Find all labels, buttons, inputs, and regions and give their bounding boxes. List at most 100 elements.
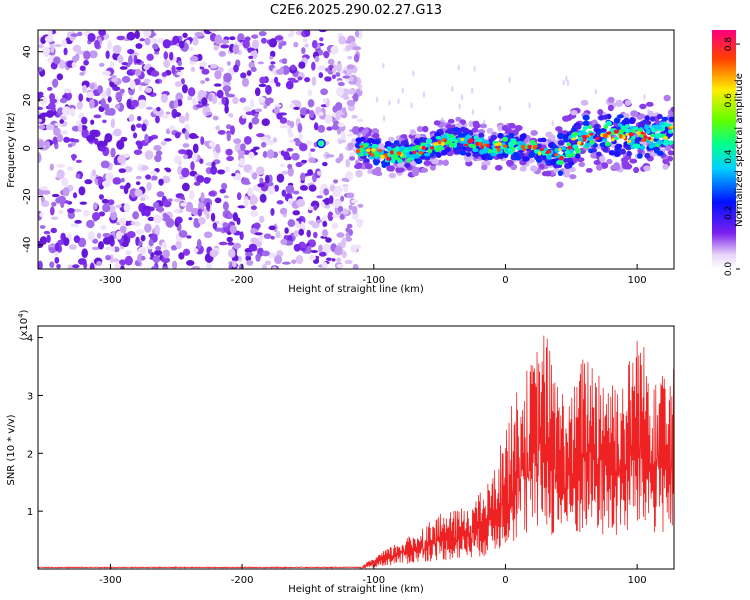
- noise-blob: [336, 263, 344, 269]
- noise-blob: [324, 76, 332, 82]
- noise-blob: [90, 119, 95, 125]
- noise-blob: [316, 170, 322, 176]
- signal-blob: [497, 124, 504, 132]
- noise-blob: [113, 246, 120, 253]
- signal-blob: [611, 137, 615, 142]
- signal-blob: [580, 130, 587, 136]
- noise-blob: [38, 106, 44, 111]
- noise-blob: [59, 97, 68, 104]
- noise-blob: [225, 148, 233, 156]
- signal-blob: [420, 167, 429, 173]
- noise-blob: [137, 253, 142, 263]
- noise-blob: [211, 161, 216, 168]
- noise-blob: [193, 181, 201, 186]
- noise-blob: [104, 110, 114, 116]
- noise-blob: [66, 166, 74, 171]
- noise-blob: [318, 112, 324, 116]
- spectrogram-x-tick-label: -200: [231, 275, 254, 286]
- signal-blob: [566, 142, 572, 147]
- noise-blob: [53, 43, 62, 48]
- noise-blob: [280, 238, 288, 245]
- signal-blob: [502, 144, 508, 148]
- noise-blob: [263, 233, 272, 240]
- noise-blob: [232, 44, 240, 55]
- noise-blob: [98, 194, 104, 200]
- noise-blob: [291, 259, 297, 264]
- noise-blob: [218, 241, 228, 246]
- signal-blob: [640, 131, 645, 135]
- noise-blob: [70, 223, 78, 227]
- signal-blob: [635, 143, 641, 149]
- noise-blob: [221, 182, 228, 190]
- noise-blob: [243, 106, 252, 112]
- noise-blob: [342, 208, 349, 215]
- noise-blob: [299, 172, 306, 181]
- noise-blob: [56, 169, 65, 179]
- noise-blob: [346, 64, 355, 70]
- signal-blob: [628, 118, 636, 125]
- noise-blob: [102, 236, 112, 245]
- noise-blob: [192, 36, 199, 46]
- signal-blob: [404, 163, 411, 168]
- noise-blob: [282, 261, 291, 265]
- noise-blob: [237, 255, 242, 263]
- noise-blob: [119, 217, 127, 227]
- snr-x-label: Height of straight line (km): [288, 584, 424, 595]
- signal-blob: [414, 144, 421, 150]
- noise-blob: [83, 209, 90, 217]
- noise-blob: [237, 205, 246, 209]
- noise-blob: [288, 132, 294, 138]
- signal-blob: [433, 142, 438, 146]
- noise-blob: [236, 217, 241, 226]
- noise-blob: [83, 59, 89, 66]
- signal-blob: [468, 120, 475, 128]
- noise-blob: [162, 266, 169, 269]
- signal-blob: [616, 100, 623, 106]
- noise-blob: [217, 130, 226, 135]
- noise-blob: [120, 265, 125, 269]
- noise-blob: [177, 60, 183, 67]
- noise-blob: [255, 253, 261, 262]
- noise-blob: [300, 159, 308, 164]
- signal-blob: [487, 148, 493, 154]
- noise-blob: [243, 198, 249, 208]
- signal-blob: [471, 144, 477, 150]
- noise-blob: [48, 102, 56, 110]
- noise-blob: [643, 93, 646, 100]
- noise-blob: [295, 161, 303, 168]
- signal-blob: [490, 134, 498, 141]
- noise-blob: [119, 66, 128, 70]
- noise-blob: [189, 189, 195, 200]
- noise-blob: [262, 150, 268, 158]
- noise-blob: [98, 30, 107, 37]
- noise-blob: [38, 139, 45, 149]
- snr-panel: -300 -200 -100 0 100 1 2 3 4 Height of straight…: [6, 309, 675, 595]
- noise-blob: [134, 68, 142, 77]
- noise-blob: [123, 234, 128, 244]
- signal-blob: [429, 146, 435, 150]
- signal-blob: [558, 160, 565, 166]
- signal-blob: [522, 156, 530, 162]
- signal-blob: [553, 153, 559, 156]
- noise-blob: [128, 114, 135, 122]
- noise-blob: [113, 262, 121, 269]
- noise-blob: [306, 229, 311, 238]
- signal-blob: [629, 138, 635, 145]
- noise-blob: [274, 76, 279, 84]
- noise-blob: [191, 152, 198, 162]
- noise-blob: [214, 70, 222, 80]
- noise-blob: [248, 151, 255, 159]
- noise-blob: [135, 123, 143, 128]
- noise-blob: [214, 34, 223, 45]
- noise-blob: [140, 234, 146, 242]
- signal-blob: [460, 126, 467, 133]
- noise-blob: [357, 203, 364, 208]
- noise-blob: [157, 37, 165, 44]
- noise-blob: [181, 84, 188, 94]
- signal-blob: [508, 122, 516, 129]
- noise-blob: [223, 195, 229, 199]
- noise-blob: [193, 248, 199, 253]
- signal-blob: [647, 136, 652, 141]
- noise-blob: [318, 244, 323, 253]
- noise-blob: [594, 88, 598, 95]
